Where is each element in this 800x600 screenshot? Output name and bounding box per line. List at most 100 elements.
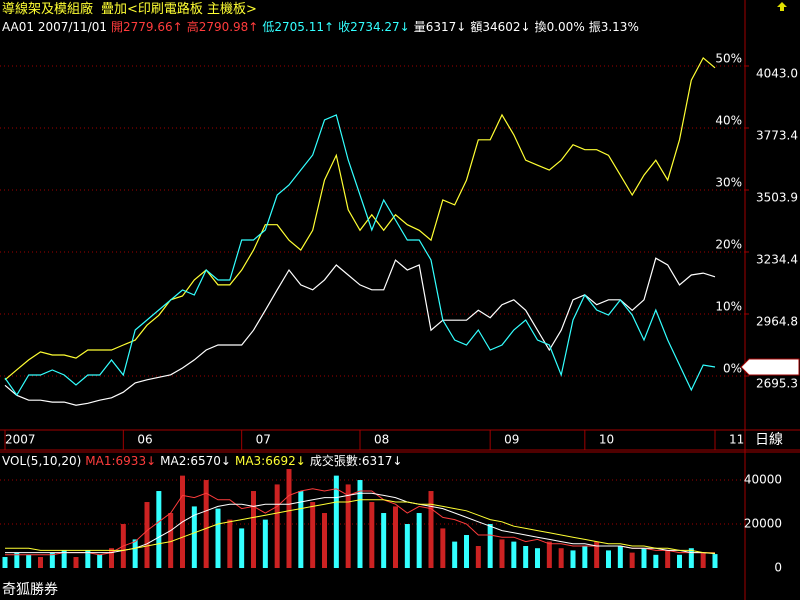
volume-bar — [26, 554, 32, 568]
quote-line: AA01 2007/11/01 開2779.66↑ 高2790.98↑ 低2705.1… — [2, 19, 639, 34]
header-text: 額34602↓ — [470, 20, 530, 34]
volume-bar — [606, 550, 611, 568]
x-tick-label: 11 — [729, 433, 744, 447]
volume-bar — [262, 519, 268, 568]
volume-bar — [416, 513, 422, 568]
volume-bar — [109, 548, 114, 568]
period-label: 日線 — [755, 432, 783, 448]
volume-bar — [251, 491, 256, 568]
volume-bar — [203, 480, 209, 568]
price-line — [4, 257, 716, 406]
volume-bar — [511, 541, 517, 568]
volume-bar — [653, 554, 659, 568]
volume-bar — [61, 550, 67, 568]
volume-bar — [641, 548, 647, 568]
volume-bar — [464, 535, 469, 568]
header-text: 換0.00% — [535, 20, 585, 34]
volume-bar — [310, 502, 316, 568]
volume-bar — [546, 541, 552, 568]
header-text: 低2705.11↑ — [262, 20, 334, 34]
volume-bar — [97, 554, 103, 568]
header-title: 導線架及模組廠 疊加<印刷電路板 主機板> — [2, 1, 257, 17]
watermark: 奇狐勝券 — [2, 581, 58, 598]
volume-bar — [357, 480, 363, 568]
header-text: 高2790.98↑ — [187, 19, 259, 34]
volume-bar — [404, 524, 410, 568]
volume-bar — [487, 524, 493, 568]
volume-bar — [594, 541, 600, 568]
legend-entry: MA2:6570↓ — [160, 454, 231, 468]
volume-bar — [558, 548, 564, 568]
y2-tick-label: 4043.0 — [756, 66, 798, 80]
y-tick-label: 0% — [723, 362, 742, 376]
volume-bar — [274, 484, 280, 568]
volume-bar — [523, 546, 529, 568]
x-tick-label: 08 — [374, 433, 389, 447]
volume-bar — [688, 548, 694, 568]
ma-line — [5, 499, 716, 554]
y-tick-label: 20% — [715, 238, 742, 252]
volume-bar — [381, 513, 387, 568]
volume-bar — [452, 541, 458, 568]
volume-bar — [475, 546, 481, 568]
volume-bar — [286, 469, 292, 568]
volume-header: VOL(5,10,20) MA1:6933↓ MA2:6570↓ MA3:6692↓ 成… — [2, 453, 402, 468]
volume-bar — [298, 491, 304, 568]
volume-bar — [535, 548, 540, 568]
volume-title: VOL(5,10,20) — [2, 454, 81, 468]
y-tick-label: 0 — [774, 561, 782, 575]
volume-bar — [38, 557, 43, 568]
volume-bar — [215, 508, 221, 568]
volume-bar — [440, 528, 446, 568]
y-tick-label: 50% — [715, 51, 742, 65]
volume-bar — [85, 550, 91, 568]
volume-bar — [677, 554, 682, 568]
volume-bar — [322, 513, 327, 568]
volume-bar — [712, 554, 718, 568]
x-tick-label: 09 — [504, 433, 519, 447]
legend-entry: MA1:6933↓ — [85, 454, 156, 468]
price-line — [4, 56, 716, 381]
volume-bar — [582, 546, 588, 568]
y2-tick-label: 3503.9 — [756, 190, 798, 204]
y2-tick-label: 2964.8 — [756, 314, 798, 328]
header-text: 開2779.66↑ — [111, 20, 183, 34]
header-text: 收2734.27↓ — [338, 20, 410, 34]
legend-entry: MA3:6692↓ — [235, 454, 306, 468]
volume-bar — [333, 475, 339, 568]
last-price-label: 2734.3 — [755, 361, 797, 375]
volume-bar — [2, 557, 8, 568]
volume-bar — [73, 557, 79, 568]
volume-label: 成交張數:6317↓ — [310, 453, 403, 468]
header-text: 振3.13% — [589, 20, 639, 34]
volume-bar — [369, 502, 375, 568]
volume-bar — [700, 552, 706, 568]
y2-tick-label: 3773.4 — [756, 129, 798, 143]
header-text: 疊加<印刷電路板 主機板> — [101, 1, 257, 17]
volume-bar — [156, 491, 162, 568]
header-text: AA01 2007/11/01 — [2, 20, 107, 34]
volume-bar — [393, 506, 398, 568]
menu-icon[interactable] — [777, 2, 787, 11]
header-text: 導線架及模組廠 — [2, 1, 93, 17]
y-tick-label: 30% — [715, 175, 742, 189]
volume-bar — [191, 506, 197, 568]
volume-bar — [14, 552, 20, 568]
x-tick-label: 06 — [137, 433, 152, 447]
volume-bar — [49, 552, 55, 568]
volume-bar — [239, 528, 245, 568]
volume-bar — [428, 491, 434, 568]
volume-bar — [629, 552, 635, 568]
x-tick-label: 2007 — [5, 433, 36, 447]
volume-bar — [345, 484, 351, 568]
volume-bar — [617, 546, 623, 568]
header-text: 量6317↓ — [414, 20, 467, 34]
volume-bar — [168, 513, 174, 568]
volume-bar — [144, 502, 150, 568]
y2-tick-label: 3234.4 — [756, 252, 798, 266]
y2-tick-label: 2695.3 — [756, 376, 798, 390]
volume-bar — [570, 550, 576, 568]
y-tick-label: 40% — [715, 113, 742, 127]
